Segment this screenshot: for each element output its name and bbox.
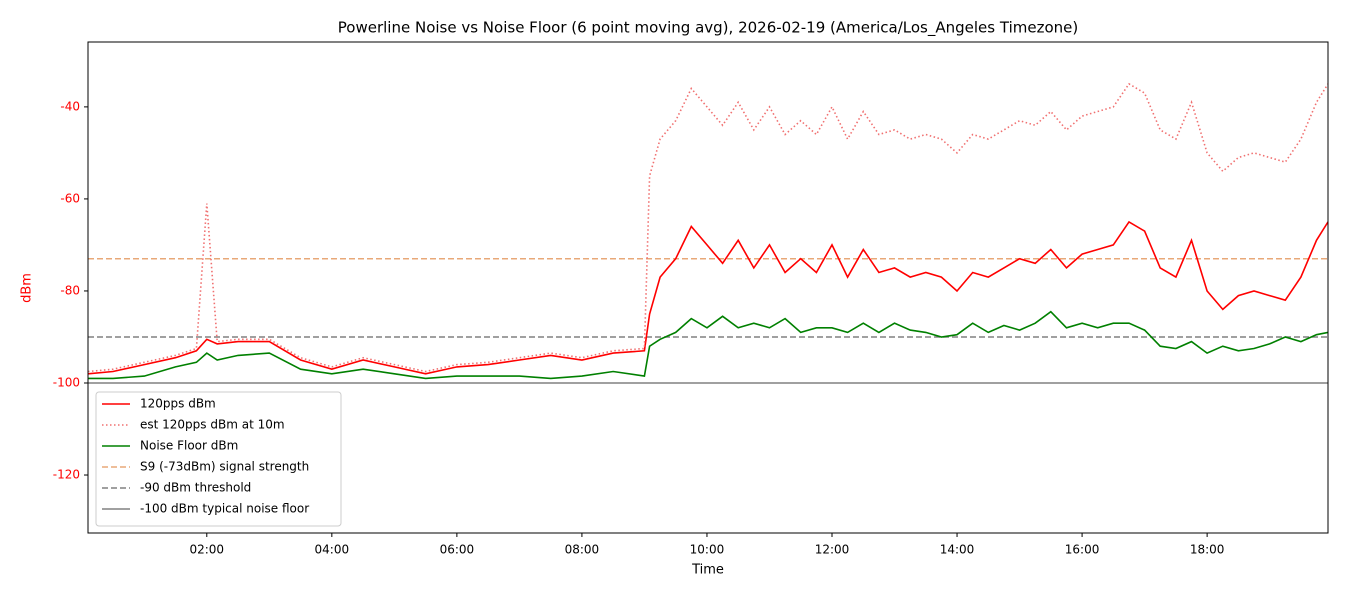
y-tick-label: -80 bbox=[60, 283, 80, 297]
legend-label: S9 (-73dBm) signal strength bbox=[140, 460, 309, 474]
y-tick-label: -120 bbox=[53, 468, 80, 482]
series-line bbox=[88, 220, 1328, 375]
legend-label: -90 dBm threshold bbox=[140, 481, 251, 495]
x-tick-label: 04:00 bbox=[315, 543, 350, 557]
legend-box bbox=[95, 391, 342, 527]
y-tick-label: -60 bbox=[60, 191, 80, 205]
x-tick-label: 12:00 bbox=[815, 543, 850, 557]
legend-label: -100 dBm typical noise floor bbox=[140, 502, 309, 516]
series-line bbox=[88, 310, 1328, 380]
series-line bbox=[88, 82, 1328, 373]
x-tick-label: 14:00 bbox=[940, 543, 975, 557]
x-tick-label: 18:00 bbox=[1190, 543, 1225, 557]
y-tick-label: -40 bbox=[60, 99, 80, 113]
x-tick-label: 02:00 bbox=[189, 543, 224, 557]
x-tick-label: 10:00 bbox=[690, 543, 725, 557]
legend-label: est 120pps dBm at 10m bbox=[140, 418, 285, 432]
y-tick-label: -100 bbox=[53, 375, 80, 389]
legend-label: Noise Floor dBm bbox=[140, 439, 238, 453]
chart-title: Powerline Noise vs Noise Floor (6 point … bbox=[338, 19, 1078, 38]
x-tick-label: 06:00 bbox=[440, 543, 475, 557]
legend-label: 120pps dBm bbox=[140, 397, 216, 411]
x-axis-label: Time bbox=[691, 563, 724, 578]
plot bbox=[88, 82, 1328, 384]
x-tick-label: 16:00 bbox=[1065, 543, 1100, 557]
y-axis-label: dBm bbox=[20, 273, 35, 303]
plot-frame bbox=[87, 41, 1329, 534]
x-tick-label: 08:00 bbox=[565, 543, 600, 557]
